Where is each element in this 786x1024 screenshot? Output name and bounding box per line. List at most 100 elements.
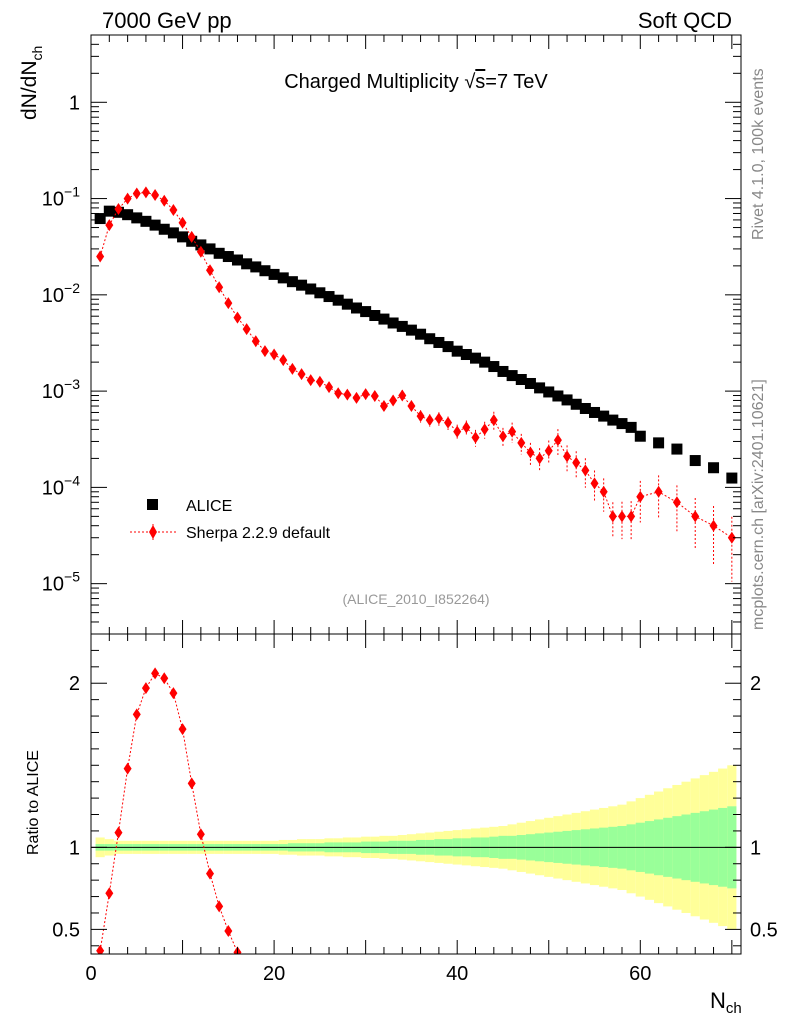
alice-point <box>140 215 152 227</box>
alice-point <box>543 386 555 398</box>
ratio-point <box>196 828 205 841</box>
ratio-point <box>132 708 141 721</box>
ratio-point <box>169 687 178 700</box>
alice-point <box>149 219 161 231</box>
alice-point <box>488 361 500 373</box>
sherpa-point <box>617 510 626 523</box>
sherpa-point <box>416 410 425 423</box>
x-tick-label: 20 <box>263 963 285 985</box>
alice-point <box>332 294 344 306</box>
sherpa-point <box>114 202 123 215</box>
header-right: Soft QCD <box>638 8 732 33</box>
sherpa-point <box>526 446 535 459</box>
y-tick-label-main: 1 <box>69 92 80 114</box>
main-plot <box>94 186 738 582</box>
alice-point <box>616 418 628 430</box>
ratio-point <box>160 672 169 685</box>
sherpa-point <box>132 187 141 200</box>
sherpa-point <box>709 519 718 532</box>
alice-point <box>396 320 408 332</box>
alice-point <box>497 365 509 377</box>
sherpa-point <box>352 391 361 404</box>
y-tick-label-ratio-right: 1 <box>750 837 761 859</box>
sherpa-point <box>672 496 681 509</box>
alice-point <box>460 349 472 361</box>
ratio-series <box>96 667 242 954</box>
sherpa-point <box>636 490 645 503</box>
x-axis-label-text: N <box>710 988 726 1013</box>
sherpa-point <box>434 412 443 425</box>
sherpa-point <box>343 388 352 401</box>
y-tick-label-base: 10 <box>42 477 64 499</box>
ratio-frame <box>90 633 742 955</box>
ratio-point <box>96 944 105 954</box>
sherpa-point <box>306 374 315 387</box>
legend: ALICE Sherpa 2.2.9 default <box>130 498 331 542</box>
alice-point <box>579 402 591 414</box>
alice-point <box>589 406 601 418</box>
alice-point <box>479 356 491 368</box>
sherpa-point <box>105 219 114 232</box>
sherpa-point <box>654 485 663 498</box>
y-axis-label-main-sub: ch <box>29 46 45 61</box>
alice-point <box>268 268 280 280</box>
sherpa-point <box>270 348 279 361</box>
sherpa-point <box>398 389 407 402</box>
ratio-point <box>215 900 224 913</box>
ratio-point <box>105 887 114 900</box>
y-axis-label-main: dN/dNch <box>18 46 45 120</box>
alice-point <box>689 455 701 467</box>
y-tick-label-main: 10−3 <box>42 376 80 403</box>
legend-alice-label: ALICE <box>186 498 232 515</box>
alice-point <box>369 310 381 322</box>
sherpa-point <box>535 452 544 465</box>
sherpa-point <box>242 323 251 336</box>
sherpa-point <box>196 245 205 258</box>
ratio-point <box>187 777 196 790</box>
alice-point <box>158 223 170 235</box>
sherpa-point <box>389 394 398 407</box>
alice-point <box>387 317 399 329</box>
sherpa-point <box>508 425 517 438</box>
ratio-point <box>206 867 215 880</box>
sherpa-point <box>379 400 388 413</box>
y-tick-label-main: 10−4 <box>42 472 80 499</box>
x-axis-label-sub: ch <box>726 1000 742 1017</box>
rivet-label: Rivet 4.1.0, 100k events <box>750 68 767 240</box>
alice-point <box>195 239 207 251</box>
chart-title-prefix: Charged Multiplicity <box>284 71 464 93</box>
sherpa-point <box>251 335 260 348</box>
alice-point <box>534 382 546 394</box>
sherpa-point <box>334 387 343 400</box>
sherpa-line <box>99 191 733 539</box>
y-tick-label-base: 10 <box>42 189 64 211</box>
ratio-point <box>178 723 187 736</box>
y-tick-label-main: 10−5 <box>42 569 80 596</box>
alice-point <box>671 443 683 455</box>
alice-point <box>241 258 253 270</box>
ratio-point <box>114 826 123 839</box>
alice-point <box>305 283 317 295</box>
alice-point <box>350 302 362 314</box>
sherpa-point <box>471 431 480 444</box>
alice-point <box>286 276 298 288</box>
sherpa-point <box>288 362 297 375</box>
y-tick-label-ratio-right: 2 <box>750 673 761 695</box>
alice-point <box>103 205 115 217</box>
alice-point <box>424 333 436 345</box>
y-tick-label-ratio-left: 1 <box>69 837 80 859</box>
y-tick-label-base: 10 <box>42 381 64 403</box>
mcplots-label: mcplots.cern.ch [arXiv:2401.10621] <box>750 379 767 630</box>
y-axis-label-main-text: dN/dN <box>18 60 41 120</box>
legend-sherpa-marker <box>149 525 157 539</box>
y-tick-label-exp: −4 <box>64 472 80 488</box>
sherpa-point <box>151 188 160 201</box>
alice-point <box>470 352 482 364</box>
y-tick-label-exp: −1 <box>64 184 80 200</box>
alice-point <box>552 390 564 402</box>
y-tick-label-main: 10−2 <box>42 280 80 307</box>
legend-sherpa-label: Sherpa 2.2.9 default <box>186 525 331 542</box>
y-tick-label-ratio-left: 0.5 <box>52 919 80 941</box>
